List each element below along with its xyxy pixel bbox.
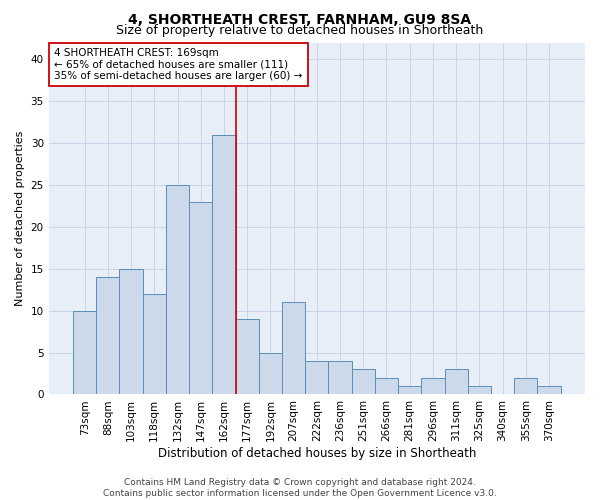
Bar xyxy=(328,361,352,394)
Bar xyxy=(73,310,96,394)
Bar xyxy=(398,386,421,394)
Bar xyxy=(282,302,305,394)
Bar xyxy=(166,185,189,394)
Bar xyxy=(143,294,166,394)
Text: 4 SHORTHEATH CREST: 169sqm
← 65% of detached houses are smaller (111)
35% of sem: 4 SHORTHEATH CREST: 169sqm ← 65% of deta… xyxy=(54,48,302,81)
Y-axis label: Number of detached properties: Number of detached properties xyxy=(15,131,25,306)
Bar xyxy=(375,378,398,394)
Bar xyxy=(445,370,468,394)
Bar xyxy=(236,319,259,394)
Bar xyxy=(538,386,560,394)
Bar xyxy=(421,378,445,394)
Bar xyxy=(189,202,212,394)
Text: Size of property relative to detached houses in Shortheath: Size of property relative to detached ho… xyxy=(116,24,484,37)
Bar xyxy=(259,352,282,395)
Bar xyxy=(305,361,328,394)
Text: 4, SHORTHEATH CREST, FARNHAM, GU9 8SA: 4, SHORTHEATH CREST, FARNHAM, GU9 8SA xyxy=(128,12,472,26)
Bar xyxy=(352,370,375,394)
Bar xyxy=(514,378,538,394)
X-axis label: Distribution of detached houses by size in Shortheath: Distribution of detached houses by size … xyxy=(158,447,476,460)
Bar xyxy=(119,269,143,394)
Text: Contains HM Land Registry data © Crown copyright and database right 2024.
Contai: Contains HM Land Registry data © Crown c… xyxy=(103,478,497,498)
Bar xyxy=(96,277,119,394)
Bar xyxy=(212,134,236,394)
Bar xyxy=(468,386,491,394)
